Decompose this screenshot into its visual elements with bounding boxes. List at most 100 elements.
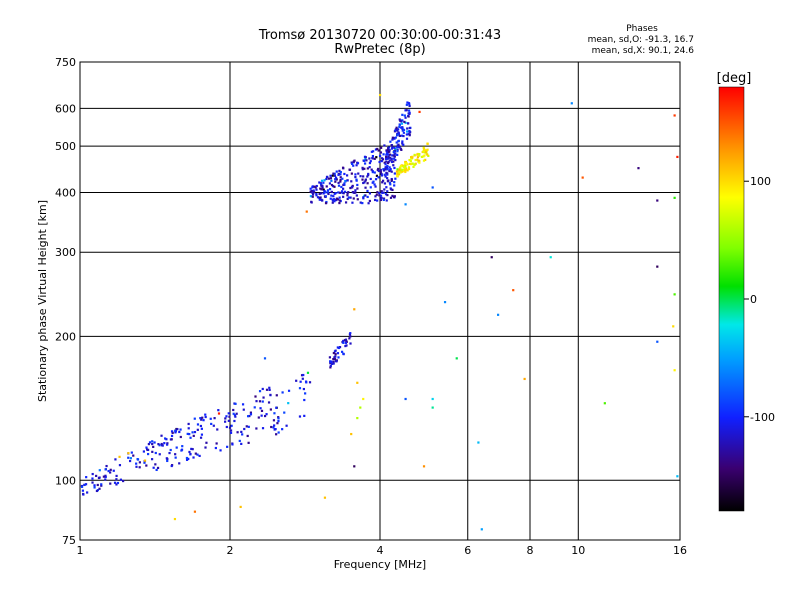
- data-point: [343, 190, 347, 193]
- data-point: [404, 121, 407, 124]
- data-point: [399, 167, 402, 170]
- data-point: [265, 388, 269, 391]
- data-point: [390, 147, 394, 150]
- data-point: [350, 172, 353, 175]
- data-point: [383, 144, 386, 147]
- data-point: [340, 350, 344, 353]
- data-point: [395, 126, 398, 129]
- data-point: [98, 487, 101, 490]
- data-point: [201, 416, 204, 419]
- data-point: [366, 167, 369, 170]
- data-point: [326, 175, 329, 179]
- data-point: [371, 156, 374, 160]
- data-point: [343, 183, 346, 186]
- data-point: [424, 149, 427, 152]
- data-point: [353, 159, 356, 162]
- data-point: [179, 435, 182, 439]
- data-point: [161, 444, 164, 447]
- data-point: [130, 451, 133, 454]
- data-point: [313, 191, 316, 194]
- data-point: [391, 138, 394, 141]
- data-point: [366, 195, 369, 199]
- data-point: [379, 198, 383, 202]
- data-point: [166, 443, 169, 446]
- data-point: [339, 180, 342, 183]
- data-point: [378, 154, 382, 158]
- data-point: [371, 154, 375, 158]
- data-point: [315, 194, 318, 197]
- data-point: [413, 153, 416, 157]
- data-point: [269, 393, 272, 397]
- data-point: [344, 201, 348, 204]
- data-point: [410, 157, 413, 160]
- data-point: [185, 456, 189, 460]
- colorbar-tick-label: 0: [750, 293, 757, 306]
- data-point: [418, 153, 421, 156]
- y-tick-label: 300: [55, 246, 76, 259]
- data-point: [322, 192, 325, 195]
- stats-line-o: mean, sd,O: -91.3, 16.7: [588, 35, 694, 45]
- data-point: [228, 415, 231, 418]
- data-point: [135, 462, 138, 465]
- data-point: [236, 431, 239, 434]
- data-point: [365, 159, 368, 162]
- data-point: [82, 493, 85, 496]
- data-point: [389, 168, 392, 171]
- data-point: [305, 381, 308, 384]
- stats-line-x: mean, sd,X: 90.1, 24.6: [592, 46, 695, 56]
- data-point: [603, 402, 606, 405]
- data-point: [392, 195, 396, 199]
- data-point: [373, 157, 376, 160]
- data-point: [393, 181, 396, 184]
- data-point: [422, 148, 426, 151]
- data-point: [347, 191, 350, 194]
- data-point: [425, 152, 428, 155]
- data-point: [241, 433, 244, 436]
- data-point: [204, 415, 207, 419]
- data-point: [384, 175, 387, 178]
- data-point: [343, 172, 346, 176]
- data-point: [480, 528, 483, 531]
- data-point: [324, 195, 327, 198]
- data-point: [196, 428, 199, 431]
- data-point: [187, 457, 190, 460]
- data-point: [216, 428, 219, 431]
- data-point: [396, 146, 399, 149]
- data-point: [255, 400, 258, 403]
- data-point: [656, 265, 659, 268]
- chart-subtitle: RwPretec (8p): [334, 42, 425, 57]
- data-point: [225, 425, 228, 429]
- data-point: [315, 184, 318, 188]
- data-point: [285, 424, 288, 427]
- data-point: [394, 158, 397, 162]
- data-point: [242, 408, 245, 411]
- data-point: [386, 164, 389, 168]
- data-point: [402, 143, 405, 146]
- data-point: [338, 191, 342, 194]
- data-point: [369, 177, 372, 181]
- stats-header: Phases: [626, 24, 658, 34]
- data-point: [387, 179, 390, 182]
- data-point: [342, 352, 345, 355]
- data-point: [406, 101, 409, 104]
- data-point: [405, 130, 409, 133]
- data-point: [249, 411, 253, 414]
- data-point: [333, 356, 336, 359]
- data-point: [412, 165, 415, 168]
- data-point: [389, 140, 392, 143]
- x-tick-label: 1: [77, 544, 84, 557]
- data-point: [405, 109, 408, 112]
- data-point: [142, 450, 145, 453]
- data-point: [96, 483, 99, 487]
- data-point: [403, 120, 406, 124]
- data-point: [104, 474, 107, 477]
- data-point: [233, 414, 237, 417]
- data-point: [322, 181, 325, 184]
- data-point: [426, 142, 429, 145]
- data-point: [209, 417, 212, 420]
- data-point: [168, 451, 171, 455]
- data-point: [359, 406, 362, 409]
- data-point: [362, 181, 365, 185]
- data-point: [174, 429, 177, 432]
